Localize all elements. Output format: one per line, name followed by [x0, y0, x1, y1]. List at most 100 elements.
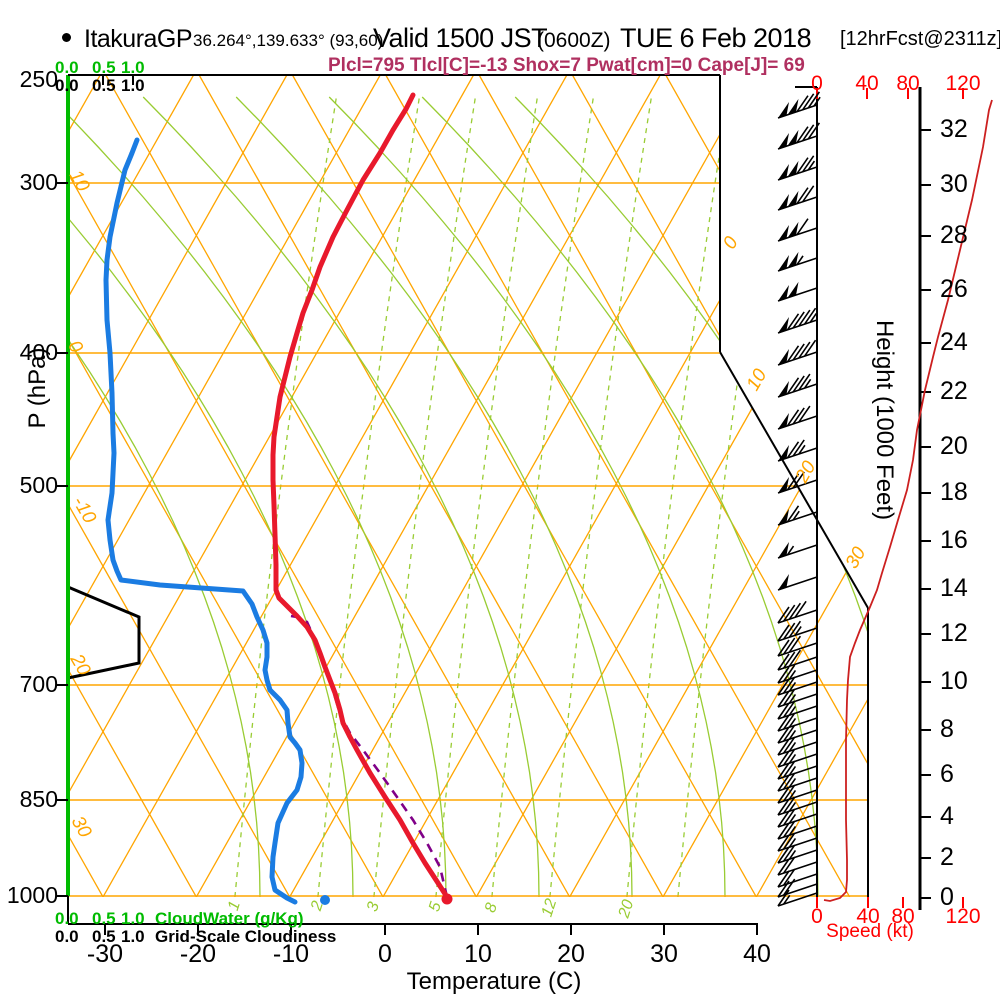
- wind-barb-icon: [777, 808, 818, 828]
- height-tick-label: 20: [940, 432, 968, 460]
- height-tick-label: 18: [940, 478, 968, 506]
- valid-date: TUE 6 Feb 2018: [620, 23, 812, 53]
- stability-indices: Plcl=795 Tlcl[C]=-13 Shox=7 Pwat[cm]=0 C…: [328, 55, 805, 76]
- mixing-ratio-line: [373, 96, 477, 897]
- moist-adiabat-line: [68, 96, 447, 897]
- height-tick-label: 28: [940, 221, 968, 249]
- temperature-curve: [270, 92, 450, 900]
- wind-barb-icon: [777, 772, 818, 792]
- wind-barb-icon: [777, 405, 818, 430]
- wind-barb-icon: [777, 122, 821, 150]
- cloudwater-scale-label: 0.0: [55, 58, 79, 77]
- temperature-tick-label: 10: [464, 940, 492, 968]
- cloudwater-scale-label: 0.0: [55, 909, 79, 928]
- wind-barb-icon: [777, 574, 818, 591]
- dry-adiabat-line: [68, 75, 291, 897]
- temperature-tick-label: 30: [650, 940, 678, 968]
- height-tick-label: 6: [940, 760, 954, 788]
- station-bullet-icon: [62, 33, 71, 42]
- mixing-ratio-line: [234, 96, 338, 897]
- wind-barb-icon: [777, 635, 818, 657]
- moist-adiabat-line: [514, 96, 868, 897]
- wind-barb-icon: [777, 620, 818, 642]
- wind-barb-icon: [777, 600, 818, 624]
- cloudwater-scale-label: 0.5: [92, 909, 116, 928]
- moist-adiabat-line: [68, 96, 261, 897]
- wind-barb-icon: [777, 784, 818, 804]
- height-tick-label: 10: [940, 667, 968, 695]
- wind-barb-icon: [777, 218, 818, 242]
- moist-adiabat-line: [142, 96, 540, 897]
- mixing-ratio-line: [491, 96, 595, 897]
- height-tick-label: 4: [940, 802, 954, 830]
- valid-time: Valid 1500 JST: [373, 23, 548, 53]
- isotherm-line: [755, 75, 868, 897]
- height-tick-label: 16: [940, 526, 968, 554]
- moist-adiabat-line: [421, 96, 819, 897]
- wind-barb-icon: [777, 281, 818, 302]
- wind-barb-icon: [777, 155, 818, 181]
- mixing-ratio-line: [626, 96, 730, 897]
- wind-barb-icon: [777, 676, 818, 696]
- wind-barb-icon: [777, 251, 818, 272]
- mixing-ratio-line: [317, 96, 421, 897]
- wind-barb-icon: [777, 868, 818, 888]
- height-tick-label: 0: [940, 883, 954, 911]
- temperature-tick-label: -10: [272, 940, 310, 968]
- wind-barb-icon: [777, 505, 818, 526]
- cloudiness-scale-label: 1.0: [121, 76, 145, 95]
- wind-barb-icon: [777, 736, 818, 756]
- wind-barb-icon: [777, 856, 818, 876]
- height-axis-title: Height (1000 Feet): [871, 319, 898, 521]
- moist-adiabat-line: [235, 96, 633, 897]
- speed-tick-label: 80: [891, 905, 915, 928]
- wind-barb-icon: [777, 688, 818, 708]
- dry-adiabat-line: [68, 75, 197, 897]
- temperature-tick-label: -20: [179, 940, 217, 968]
- moist-adiabat-line: [328, 96, 726, 897]
- windspeed-curve: [823, 99, 993, 902]
- wind-barb-icon: [777, 832, 818, 852]
- cloudiness-scale-label: 1.0: [121, 927, 145, 946]
- cloudiness-axis-title: Grid-Scale Cloudiness: [155, 927, 337, 946]
- forecast-tag: [12hrFcst@2311z]: [840, 28, 1000, 50]
- wind-barb-icon: [777, 820, 818, 840]
- mixing-ratio-line: [549, 96, 653, 897]
- cloudwater-scale-label: 1.0: [121, 58, 145, 77]
- pressure-tick-label: 1000: [6, 882, 58, 908]
- pressure-tick-label: 850: [19, 786, 58, 812]
- isotherm-line: [68, 75, 288, 897]
- pressure-tick-label: 300: [19, 169, 58, 195]
- wind-barb-icon: [777, 542, 818, 559]
- cloudwater-scale-label: 0.5: [92, 58, 116, 77]
- height-tick-label: 30: [940, 170, 968, 198]
- wind-barbs-layer: [777, 91, 821, 907]
- height-tick-label: 32: [940, 115, 968, 143]
- station-name: ItakuraGP: [84, 25, 193, 53]
- height-tick-label: 12: [940, 619, 968, 647]
- cloudiness-scale-label: 0.5: [92, 927, 116, 946]
- wind-barb-icon: [777, 760, 818, 780]
- height-tick-label: 22: [940, 377, 968, 405]
- pressure-tick-label: 500: [19, 472, 58, 498]
- wedge-outline: [67, 585, 141, 680]
- dewpoint-curve: [103, 137, 305, 905]
- speed-tick-label: 40: [856, 905, 880, 928]
- wind-barb-icon: [777, 724, 818, 744]
- wind-barb-icon: [777, 471, 818, 494]
- surface-dewpoint-dot: [320, 895, 330, 905]
- height-tick-label: 8: [940, 715, 954, 743]
- speed-tick-label: 80: [896, 72, 920, 95]
- temperature-tick-label: -30: [86, 940, 124, 968]
- speed-tick-label: 120: [945, 72, 981, 95]
- height-tick-label: 24: [940, 328, 968, 356]
- cloudiness-scale-label: 0.0: [55, 927, 79, 946]
- wind-barb-icon: [777, 878, 818, 898]
- wind-barb-icon: [777, 185, 818, 211]
- speed-axis-title: Speed (kt): [826, 921, 914, 942]
- wind-barb-icon: [777, 712, 818, 732]
- speed-tick-label: 0: [811, 72, 823, 95]
- station-coordinates: 36.264°,139.633° (93,60): [193, 31, 384, 50]
- pressure-tick-label: 250: [19, 66, 58, 92]
